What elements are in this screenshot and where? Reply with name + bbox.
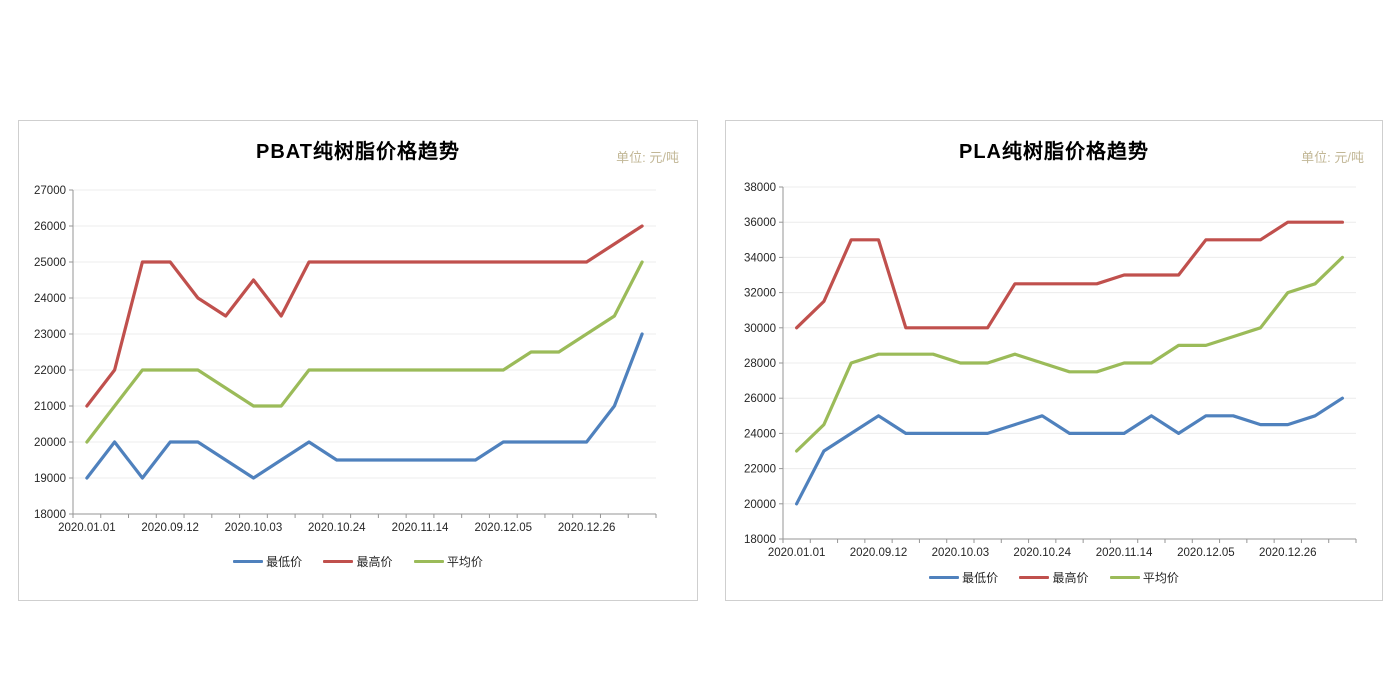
highest-price-label: 最高价 [356, 555, 393, 569]
average-price-line-swatch [413, 560, 444, 563]
y-axis-label: 20000 [744, 499, 776, 511]
x-axis-label: 2020.12.26 [558, 522, 616, 534]
y-axis-label: 22000 [744, 464, 776, 476]
highest-price-label: 最高价 [1052, 571, 1089, 585]
x-axis-label: 2020.09.12 [141, 522, 199, 534]
x-axis-label: 2020.12.05 [1177, 547, 1235, 559]
y-axis-label: 26000 [744, 393, 776, 405]
y-axis-label: 20000 [34, 437, 66, 449]
y-axis-label: 19000 [34, 473, 66, 485]
x-axis-label: 2020.10.03 [932, 547, 990, 559]
x-axis-label: 2020.10.24 [308, 522, 366, 534]
x-axis-label: 2020.12.26 [1259, 547, 1317, 559]
pla-unit-label: 单位: 元/吨 [1301, 150, 1364, 165]
legend-item-lowest: 最低价 [929, 569, 998, 586]
highest-price-line [85, 224, 644, 408]
pla-legend: 最低价 最高价 平均价 [726, 569, 1382, 586]
x-axis-label: 2020.10.24 [1013, 547, 1071, 559]
y-axis-label: 28000 [744, 358, 776, 370]
x-axis-label: 2020.09.12 [850, 547, 908, 559]
x-axis-label: 2020.12.05 [475, 522, 533, 534]
pbat-unit-label: 单位: 元/吨 [616, 150, 679, 165]
highest-price-line [794, 220, 1345, 330]
lowest-price-line [794, 396, 1345, 506]
x-axis-label: 2020.10.03 [225, 522, 283, 534]
lowest-price-label: 最低价 [962, 571, 999, 585]
average-price-line [794, 255, 1345, 453]
pla-plot-area: 38000 36000 34000 32000 30000 28000 26000 24000… [744, 182, 1357, 559]
y-axis-label: 32000 [744, 288, 776, 300]
y-axis-label: 23000 [34, 329, 66, 341]
legend-item-lowest: 最低价 [233, 553, 302, 570]
lowest-price-label: 最低价 [266, 555, 303, 569]
legend-item-average: 平均价 [413, 553, 483, 570]
y-axis-label: 30000 [744, 323, 776, 335]
y-axis-label: 18000 [34, 509, 66, 521]
pbat-legend: 最低价 最高价 平均价 [19, 553, 697, 570]
average-price-label: 平均价 [446, 555, 483, 569]
average-price-line-swatch [1109, 576, 1140, 579]
y-axis-label: 22000 [34, 365, 66, 377]
lowest-price-line [85, 332, 644, 480]
pla-chart-panel: PLA纯树脂价格趋势 单位: 元/吨 38000 36000 34000 32000 3… [725, 120, 1383, 601]
y-axis-label: 27000 [34, 185, 66, 197]
y-axis-label: 24000 [34, 293, 66, 305]
average-price-label: 平均价 [1142, 571, 1179, 585]
pbat-plot-area: 27000 26000 25000 24000 23000 22000 21000 20000… [34, 185, 657, 534]
highest-price-line-swatch [1019, 576, 1050, 579]
pbat-chart-panel: PBAT纯树脂价格趋势 单位: 元/吨 27000 26000 25000 24000… [18, 120, 698, 601]
x-axis-label: 2020.01.01 [58, 522, 116, 534]
pla-chart-title: PLA纯树脂价格趋势 [959, 141, 1149, 163]
highest-price-line-swatch [323, 560, 354, 563]
legend-item-highest: 最高价 [1019, 569, 1089, 586]
pbat-chart-title: PBAT纯树脂价格趋势 [256, 141, 460, 163]
legend-item-highest: 最高价 [323, 553, 393, 570]
average-price-line [85, 260, 644, 444]
y-axis-label: 21000 [34, 401, 66, 413]
y-axis-label: 25000 [34, 257, 66, 269]
legend-item-average: 平均价 [1109, 569, 1179, 586]
y-axis-label: 24000 [744, 428, 776, 440]
y-axis-label: 18000 [744, 534, 776, 546]
x-axis-label: 2020.01.01 [768, 547, 826, 559]
x-axis-label: 2020.11.14 [392, 522, 449, 534]
y-axis-label: 38000 [744, 182, 776, 194]
y-axis-label: 36000 [744, 217, 776, 229]
lowest-price-line-swatch [233, 560, 264, 563]
lowest-price-line-swatch [929, 576, 960, 579]
y-axis-label: 26000 [34, 221, 66, 233]
x-axis-label: 2020.11.14 [1096, 547, 1153, 559]
y-axis-label: 34000 [744, 252, 776, 264]
